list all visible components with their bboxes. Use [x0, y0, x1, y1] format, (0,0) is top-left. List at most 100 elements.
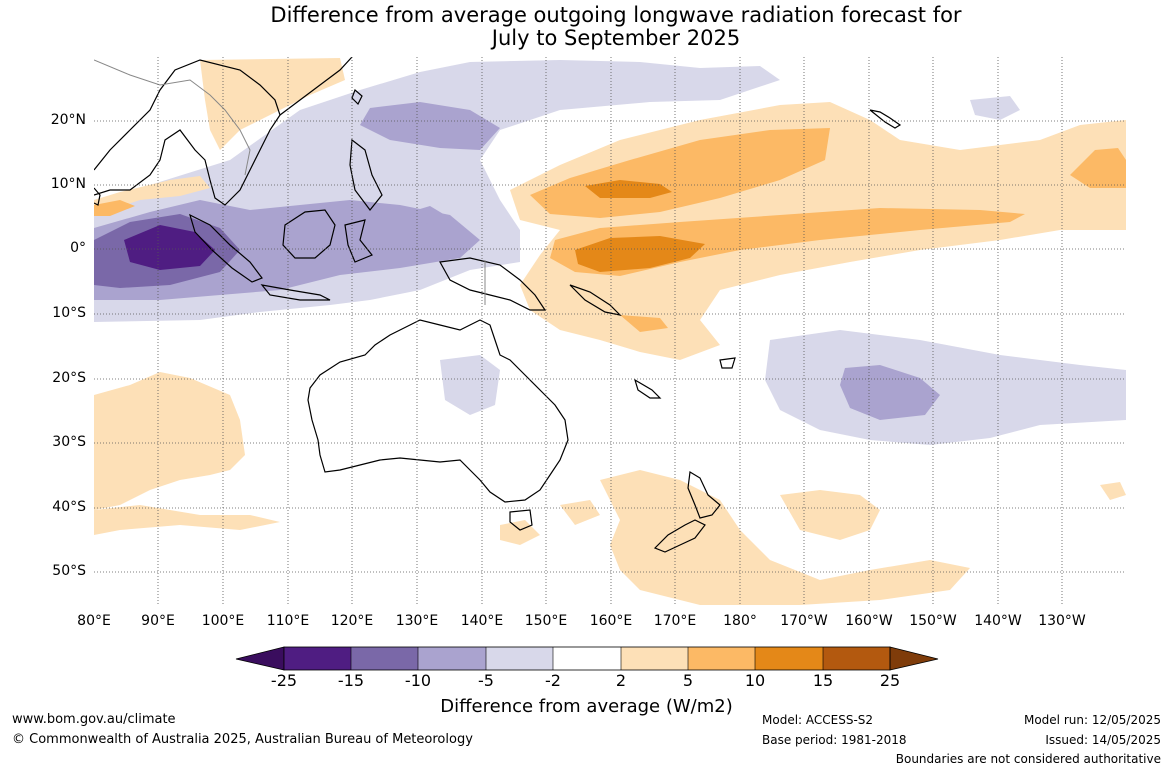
- political-borders: [94, 59, 486, 305]
- colorbar-tick: -15: [337, 671, 365, 690]
- northeast-enhanced-moderate: [1070, 148, 1126, 188]
- colorbar-label: Difference from average (W/m2): [440, 696, 733, 717]
- lat-label-50s: 50°S: [52, 563, 86, 579]
- tasmania-coastline: [509, 509, 533, 531]
- asia-borders: [94, 59, 251, 176]
- southern-ocean-enhanced-west: [600, 470, 970, 605]
- colorbar-bin-pos2: [621, 647, 688, 670]
- colorbar-tick: 25: [879, 671, 901, 690]
- copyright-text: © Commonwealth of Australia 2025, Austra…: [12, 732, 473, 747]
- sumatra-coastline: [189, 213, 263, 283]
- tasman-enhanced: [560, 500, 600, 525]
- lon-label-160w: 160°W: [845, 613, 893, 629]
- colorbar-bin-pos15: [823, 647, 890, 670]
- lat-label-20s: 20°S: [52, 370, 86, 386]
- java-coastline: [260, 284, 331, 301]
- lon-label-130e: 130°E: [395, 613, 439, 629]
- lat-label-30s: 30°S: [52, 434, 86, 450]
- colorbar-tick: 2: [615, 671, 627, 690]
- west-enhanced-moderate: [94, 200, 135, 216]
- lon-label-90e: 90°E: [141, 613, 175, 629]
- colorbar-tick: -2: [545, 671, 561, 690]
- colorbar-arrow-right: [889, 646, 939, 671]
- lon-label-140w: 140°W: [974, 613, 1022, 629]
- sulawesi-coastline: [344, 219, 373, 263]
- disclaimer: Boundaries are not considered authoritat…: [895, 752, 1161, 766]
- lat-label-10n: 10°N: [50, 176, 86, 192]
- lon-label-80e: 80°E: [77, 613, 111, 629]
- lon-label-110e: 110°E: [266, 613, 310, 629]
- lon-label-120e: 120°E: [330, 613, 374, 629]
- website-link[interactable]: www.bom.gov.au/climate: [12, 712, 176, 727]
- southern-indian-enhanced-2: [94, 505, 280, 535]
- taiwan-coastline: [351, 88, 363, 106]
- east-enhanced-patch: [1100, 482, 1126, 500]
- australia-suppressed: [440, 355, 500, 415]
- lon-label-150e: 150°E: [524, 613, 568, 629]
- new-zealand-north-coastline: [687, 471, 721, 519]
- colorbar-bin-neg2: [486, 647, 553, 670]
- southern-indian-enhanced: [94, 372, 245, 510]
- colorbar-bin-neg10: [351, 647, 418, 670]
- new-zealand-south-coastline: [653, 519, 706, 553]
- colorbar-bin-neutral: [553, 647, 621, 670]
- positive-anomaly-regions: [94, 58, 1126, 605]
- graticule: [94, 57, 1126, 605]
- lon-label-170e: 170°E: [653, 613, 697, 629]
- indochina-enhanced: [200, 58, 345, 150]
- colorbar-tick: 5: [682, 671, 694, 690]
- north-enhanced-strong: [585, 180, 672, 198]
- philippines-suppressed-medium: [360, 102, 500, 150]
- issued-date: Issued: 14/05/2025: [1045, 733, 1161, 747]
- colorbar-bin-neg5: [418, 647, 486, 670]
- lon-label-140e: 140°E: [460, 613, 504, 629]
- china-coastline: [279, 57, 353, 116]
- new-caledonia-coastline: [633, 378, 662, 399]
- lon-label-170w: 170°W: [780, 613, 828, 629]
- colorbar-tick: -5: [478, 671, 494, 690]
- colorbar-tick: 10: [744, 671, 766, 690]
- asia-mainland-coastline: [94, 59, 281, 206]
- colorbar-tick: -10: [404, 671, 432, 690]
- philippines-coastline: [349, 138, 383, 211]
- negative-anomaly-regions: [94, 60, 1126, 445]
- colorbar-frame: [283, 646, 891, 671]
- lat-label-0: 0°: [70, 240, 86, 256]
- hawaii-coastline: [869, 109, 902, 129]
- south-pacific-suppressed-light: [765, 330, 1126, 445]
- model-run-date: Model run: 12/05/2025: [1023, 713, 1161, 727]
- lon-label-160e: 160°E: [589, 613, 633, 629]
- colorbar-bin-neg15: [284, 647, 351, 670]
- lon-label-150w: 150°W: [909, 613, 957, 629]
- equatorial-enhanced-strong: [575, 236, 705, 272]
- sri-lanka-coastline: [94, 187, 101, 206]
- lat-label-40s: 40°S: [52, 499, 86, 515]
- lat-label-20n: 20°N: [50, 112, 86, 128]
- base-period: Base period: 1981-2018: [762, 733, 907, 747]
- fiji-coastline: [719, 357, 736, 369]
- small-suppressed-patch-1: [410, 206, 445, 225]
- southwest-enhanced-moderate: [620, 315, 668, 332]
- lat-label-10s: 10°S: [52, 305, 86, 321]
- map-title: Difference from average outgoing longwav…: [0, 4, 1173, 50]
- colorbar-tick: -25: [270, 671, 298, 690]
- colorbar-bin-pos5: [688, 647, 755, 670]
- north-suppressed-patch: [970, 96, 1020, 120]
- solomon-coastline: [569, 284, 622, 316]
- australia-coastline: [307, 319, 569, 503]
- colorbar-tick: 15: [812, 671, 834, 690]
- lon-label-180: 180°: [723, 613, 757, 629]
- lon-label-130w: 130°W: [1038, 613, 1086, 629]
- colorbar-arrow-left: [235, 646, 285, 671]
- title-line-2: July to September 2025: [491, 26, 741, 50]
- colorbar-bin-pos10: [755, 647, 823, 670]
- colorbar: [235, 646, 939, 671]
- coastlines: [94, 57, 902, 553]
- title-line-1: Difference from average outgoing longwav…: [270, 3, 962, 27]
- model-name: Model: ACCESS-S2: [762, 713, 874, 727]
- lon-label-100e: 100°E: [201, 613, 245, 629]
- southern-ocean-enhanced-east: [780, 490, 880, 540]
- new-guinea-coastline: [439, 257, 547, 311]
- east-indian-suppressed-strongest: [124, 225, 215, 270]
